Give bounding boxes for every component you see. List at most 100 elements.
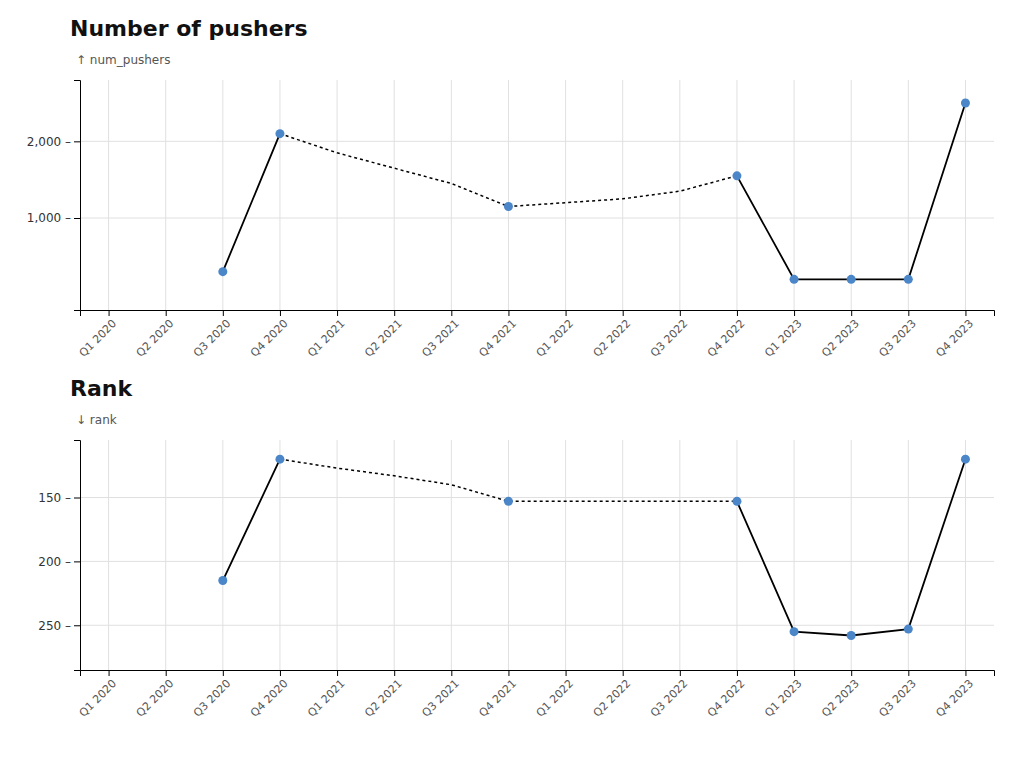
- x-tick: Q4 2022: [705, 670, 748, 720]
- x-tick: Q2 2023: [819, 310, 862, 360]
- x-tick: Q3 2023: [876, 670, 919, 720]
- x-grid-line: [165, 80, 166, 310]
- chart-title: Number of pushers: [70, 16, 308, 41]
- x-grid-line: [736, 440, 737, 670]
- x-tick-mark: [394, 310, 395, 316]
- x-tick: Q2 2021: [362, 310, 405, 360]
- y-grid-line: [80, 625, 994, 626]
- x-tick-mark: [109, 310, 110, 316]
- x-tick-mark: [109, 670, 110, 676]
- x-grid-line: [622, 80, 623, 310]
- x-tick-mark: [451, 670, 452, 676]
- grid: [80, 440, 994, 670]
- x-tick-label: Q2 2023: [819, 317, 862, 360]
- solid-line: [223, 103, 966, 279]
- x-tick-mark: [451, 310, 452, 316]
- marker: [504, 497, 513, 506]
- x-tick-mark: [337, 310, 338, 316]
- x-tick-label: Q4 2023: [933, 677, 976, 720]
- x-tick-mark: [680, 310, 681, 316]
- y-grid-line: [80, 218, 994, 219]
- x-tick-label: Q1 2020: [77, 677, 120, 720]
- y-tick-label: 250 –: [38, 619, 71, 633]
- chart-canvas: Number of pushers↑ num_pushers1,000 –2,0…: [0, 0, 1024, 757]
- x-tick-mark: [337, 670, 338, 676]
- marker: [504, 202, 513, 211]
- x-tick: Q4 2022: [705, 310, 748, 360]
- x-tick-label: Q2 2020: [134, 677, 177, 720]
- marker: [961, 455, 970, 464]
- plot-area: [218, 99, 970, 284]
- marker: [847, 631, 856, 640]
- x-tick-mark: [166, 310, 167, 316]
- x-grid-line: [736, 80, 737, 310]
- marker: [218, 267, 227, 276]
- marker: [904, 625, 913, 634]
- x-tick-label: Q2 2020: [134, 317, 177, 360]
- x-tick: Q1 2022: [534, 670, 577, 720]
- x-tick: Q4 2023: [933, 670, 976, 720]
- x-tick-mark: [223, 670, 224, 676]
- x-tick-label: Q4 2020: [248, 677, 291, 720]
- x-grid-line: [451, 80, 452, 310]
- x-axis: Q1 2020Q2 2020Q3 2020Q4 2020Q1 2021Q2 20…: [77, 670, 995, 720]
- x-tick-label: Q1 2022: [534, 317, 577, 360]
- x-grid-line: [965, 440, 966, 670]
- x-tick: Q3 2022: [648, 670, 691, 720]
- x-tick: Q1 2020: [77, 310, 120, 360]
- marker: [275, 455, 284, 464]
- x-tick-mark: [508, 670, 509, 676]
- marker: [275, 129, 284, 138]
- y-tick: 200 –: [38, 555, 80, 569]
- x-tick-mark: [851, 670, 852, 676]
- dotted-line: [280, 134, 737, 207]
- x-tick-mark: [166, 670, 167, 676]
- x-tick-mark: [794, 670, 795, 676]
- x-tick-mark: [965, 310, 966, 316]
- x-tick: Q2 2022: [591, 310, 634, 360]
- x-tick-mark: [737, 670, 738, 676]
- x-axis-line: [81, 311, 995, 317]
- x-tick-mark: [908, 670, 909, 676]
- x-tick-label: Q4 2021: [476, 317, 519, 360]
- x-tick-mark: [623, 670, 624, 676]
- x-tick-mark: [851, 310, 852, 316]
- x-tick: Q2 2020: [134, 670, 177, 720]
- x-grid-line: [108, 80, 109, 310]
- x-grid-line: [279, 80, 280, 310]
- x-tick-label: Q3 2022: [648, 317, 691, 360]
- x-tick-label: Q1 2023: [762, 677, 805, 720]
- x-tick-label: Q4 2022: [705, 677, 748, 720]
- marker: [904, 275, 913, 284]
- x-tick-label: Q3 2021: [419, 317, 462, 360]
- y-tick: 1,000 –: [27, 211, 80, 225]
- x-tick: Q2 2022: [591, 670, 634, 720]
- x-grid-line: [679, 80, 680, 310]
- x-tick: Q2 2021: [362, 670, 405, 720]
- marker: [847, 275, 856, 284]
- x-tick-mark: [908, 310, 909, 316]
- x-tick-label: Q2 2022: [591, 317, 634, 360]
- x-grid-line: [337, 80, 338, 310]
- x-tick-mark: [508, 310, 509, 316]
- x-grid-line: [679, 440, 680, 670]
- x-tick: Q1 2022: [534, 310, 577, 360]
- y-grid-line: [80, 561, 994, 562]
- x-grid-line: [508, 440, 509, 670]
- x-tick-label: Q4 2022: [705, 317, 748, 360]
- x-tick-label: Q4 2020: [248, 317, 291, 360]
- y-tick-mark: [74, 141, 80, 142]
- grid: [80, 80, 994, 310]
- y-tick: 2,000 –: [27, 135, 80, 149]
- x-grid-line: [622, 440, 623, 670]
- x-tick-label: Q1 2020: [77, 317, 120, 360]
- dotted-line: [280, 459, 737, 501]
- x-tick-mark: [223, 310, 224, 316]
- x-tick-mark: [680, 670, 681, 676]
- y-axis-line: [74, 81, 81, 311]
- marker: [732, 497, 741, 506]
- y-grid-line: [80, 141, 994, 142]
- x-tick: Q3 2020: [191, 670, 234, 720]
- x-grid-line: [394, 440, 395, 670]
- x-tick: Q4 2021: [476, 670, 519, 720]
